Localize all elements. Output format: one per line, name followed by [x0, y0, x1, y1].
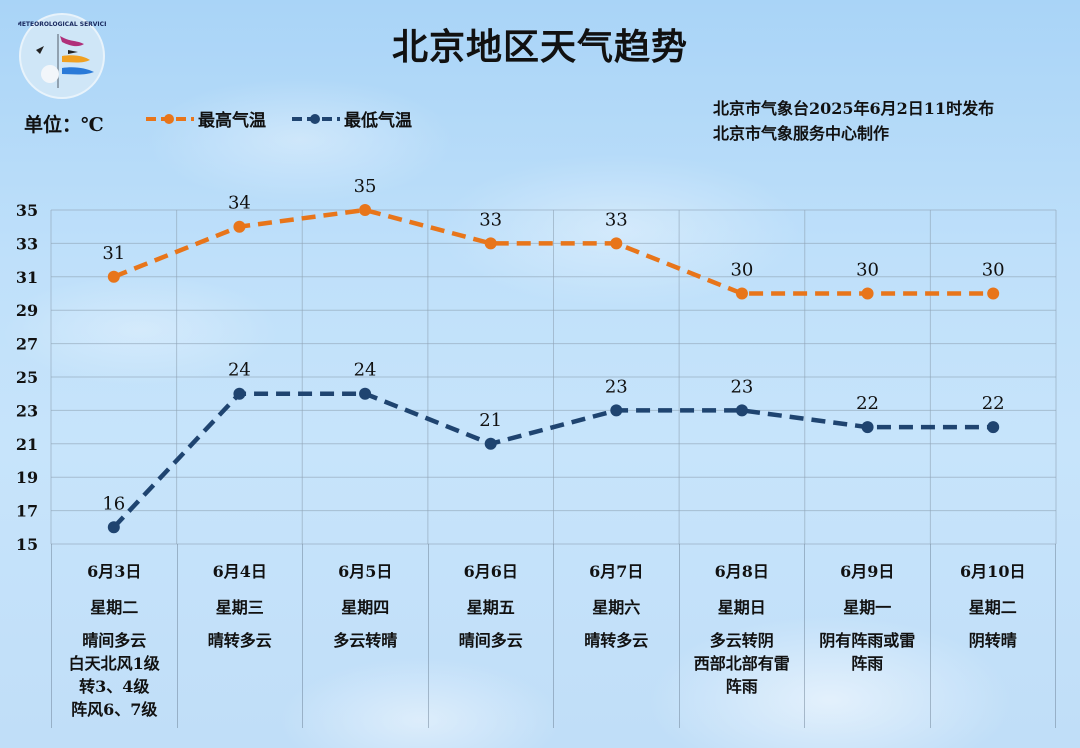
data-point-marker	[861, 287, 874, 300]
data-point-marker	[107, 521, 120, 534]
data-point-marker	[359, 204, 372, 216]
legend-line-high-icon	[146, 113, 194, 124]
day-weekday: 星期二	[90, 598, 139, 617]
day-weekday: 星期五	[466, 598, 515, 617]
data-point-marker	[233, 387, 246, 400]
forecast-day-column: 6月3日星期二晴间多云 白天北风1级 转3、4级 阵风6、7级	[51, 544, 177, 728]
y-axis-tick-label: 33	[16, 234, 38, 253]
data-point-marker	[359, 387, 372, 400]
day-date: 6月10日	[960, 562, 1026, 581]
data-point-marker	[484, 237, 497, 250]
data-value-label: 22	[982, 393, 1005, 414]
day-weather-description: 阴有阵雨或雷 阵雨	[819, 631, 916, 673]
day-date: 6月9日	[840, 562, 895, 581]
day-weekday: 星期二	[968, 598, 1017, 617]
data-value-label: 33	[605, 209, 628, 230]
legend-item-high: 最高气温	[146, 106, 266, 131]
day-weather-description: 多云转阴 西部北部有雷 阵雨	[693, 631, 790, 696]
data-point-marker	[861, 421, 874, 434]
legend-label-high: 最高气温	[198, 111, 266, 131]
day-date: 6月7日	[589, 562, 644, 581]
page-title: 北京地区天气趋势	[391, 27, 688, 68]
day-date: 6月3日	[87, 562, 142, 581]
data-value-label: 22	[856, 393, 879, 414]
data-value-label: 31	[102, 243, 125, 264]
y-axis-tick-label: 29	[16, 301, 38, 320]
publisher-line-2: 北京市气象服务中心制作	[713, 124, 890, 143]
data-value-label: 30	[856, 260, 879, 281]
y-axis-tick-label: 17	[16, 502, 38, 521]
data-value-label: 24	[354, 360, 377, 381]
data-value-label: 35	[354, 176, 377, 197]
data-value-label: 30	[982, 260, 1005, 281]
data-point-marker	[610, 404, 623, 417]
publisher-line-1: 北京市气象台2025年6月2日11时发布	[713, 99, 995, 118]
forecast-days: 6月3日 星期二 晴间多云 白天北风1级 转3、4级 阵风6、7级 6月4日 星期三 晴转…	[51, 544, 1056, 728]
svg-text:METEOROLOGICAL SERVICE: METEOROLOGICAL SERVICE	[18, 21, 106, 28]
forecast-day-column: 6月10日星期二阴转晴	[929, 544, 1056, 728]
legend-item-low: 最低气温	[292, 106, 412, 131]
unit-label: 单位：℃	[24, 114, 104, 136]
day-date: 6月4日	[212, 562, 267, 581]
day-weather-description: 阴转晴	[968, 631, 1017, 650]
data-value-label: 23	[730, 376, 753, 397]
data-value-label: 21	[479, 410, 502, 431]
y-axis-tick-label: 35	[16, 201, 38, 220]
data-point-marker	[735, 404, 748, 417]
forecast-day-column: 6月9日星期一阴有阵雨或雷 阵雨	[804, 544, 930, 728]
legend-label-low: 最低气温	[344, 111, 412, 131]
forecast-day-column: 6月5日星期四多云转晴	[302, 544, 428, 728]
day-weather-description: 多云转晴	[333, 631, 398, 650]
y-axis-tick-label: 27	[16, 335, 38, 354]
day-weekday: 星期四	[341, 598, 390, 617]
low-temp-line	[112, 391, 994, 529]
data-value-label: 30	[730, 260, 753, 281]
y-axis-tick-label: 21	[16, 435, 38, 454]
data-point-marker	[987, 287, 1000, 300]
data-value-label: 23	[605, 376, 628, 397]
y-axis-tick-label: 19	[16, 468, 38, 487]
forecast-day-column: 6月8日星期日多云转阴 西部北部有雷 阵雨	[678, 544, 805, 728]
day-weekday: 星期日	[717, 598, 766, 617]
y-axis-tick-label: 31	[16, 268, 38, 287]
day-weekday: 星期六	[592, 598, 641, 617]
forecast-day-column: 6月7日星期六晴转多云	[553, 544, 679, 728]
data-point-marker	[484, 437, 497, 450]
publisher-info: 北京市气象台2025年6月2日11时发布 北京市气象服务中心制作	[713, 96, 994, 146]
forecast-day-column: 6月6日星期五晴间多云	[427, 544, 554, 728]
day-date: 6月5日	[338, 562, 393, 581]
day-weather-description: 晴间多云	[458, 631, 523, 650]
data-value-label: 34	[228, 193, 251, 214]
data-value-label: 24	[228, 360, 251, 381]
forecast-day-column: 6月4日星期三晴转多云	[176, 544, 303, 728]
data-point-marker	[233, 220, 246, 233]
meteorological-service-logo: METEOROLOGICAL SERVICE	[18, 13, 106, 99]
data-value-label: 33	[479, 209, 502, 230]
high-temp-line	[112, 207, 994, 296]
day-weather-description: 晴间多云 白天北风1级 转3、4级 阵风6、7级	[68, 631, 160, 719]
data-point-marker	[735, 287, 748, 300]
y-axis-tick-label: 15	[16, 535, 38, 554]
y-axis-tick-label: 25	[16, 368, 38, 387]
day-weekday: 星期三	[215, 598, 264, 617]
day-date: 6月6日	[463, 562, 518, 581]
day-weekday: 星期一	[843, 598, 892, 617]
data-point-marker	[610, 237, 623, 250]
legend-line-low-icon	[292, 113, 340, 124]
day-weather-description: 晴转多云	[207, 631, 272, 650]
y-axis-tick-label: 23	[16, 401, 38, 420]
day-date: 6月8日	[714, 562, 769, 581]
data-point-marker	[987, 421, 1000, 434]
day-weather-description: 晴转多云	[584, 631, 649, 650]
data-point-marker	[107, 270, 120, 283]
data-value-label: 16	[102, 493, 125, 514]
